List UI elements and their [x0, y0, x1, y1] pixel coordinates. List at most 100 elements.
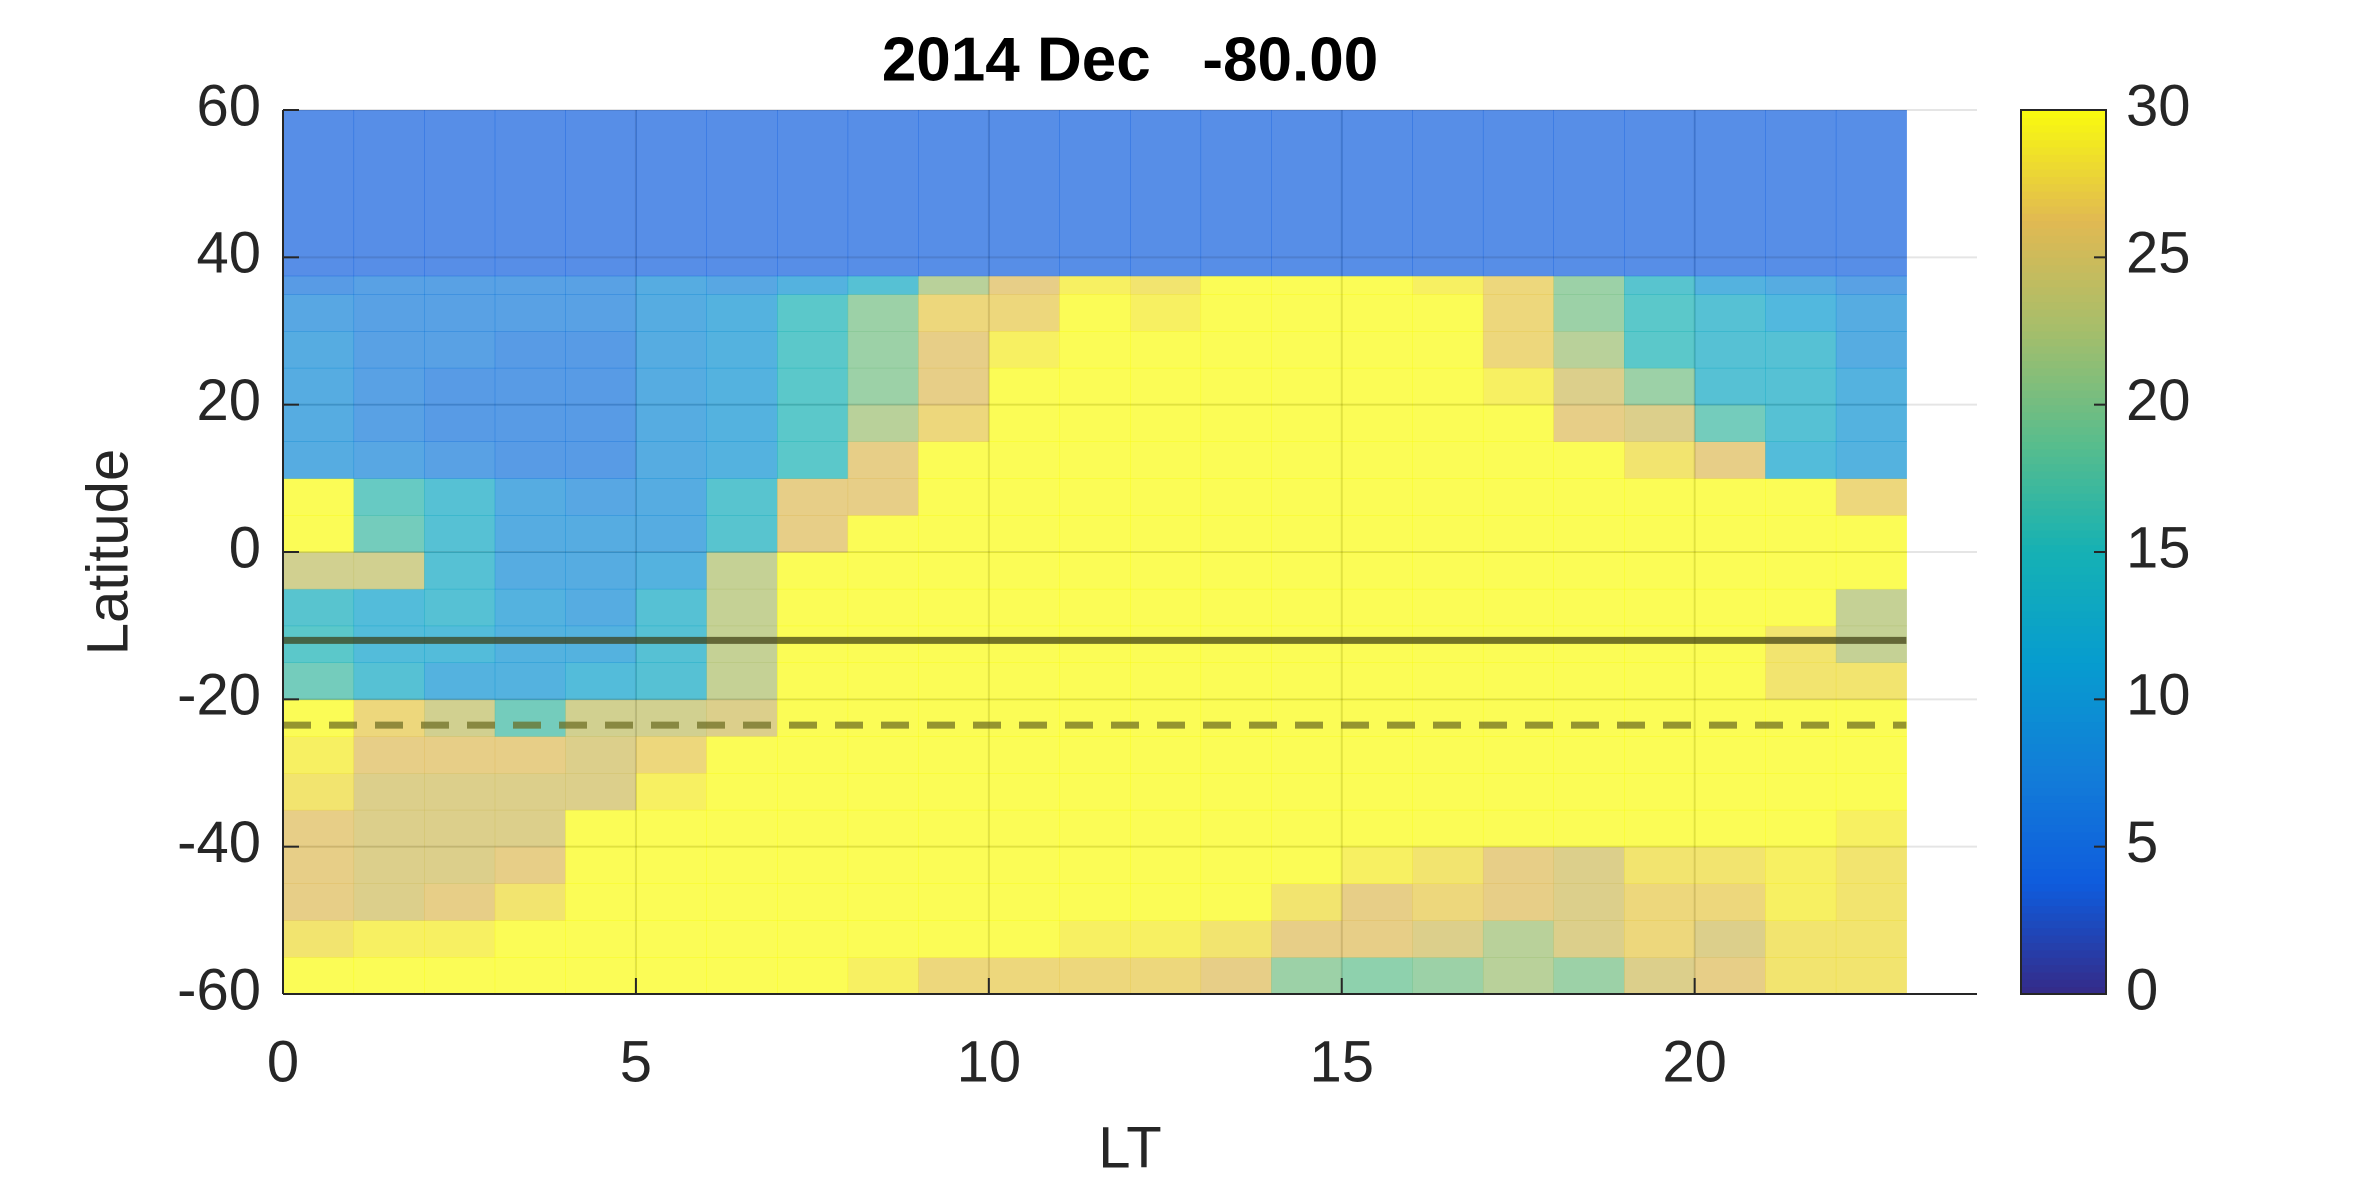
heatmap-cell	[283, 773, 355, 811]
heatmap-cell	[1835, 367, 1907, 406]
heatmap-cell	[1341, 552, 1413, 590]
heatmap-cell	[1835, 662, 1907, 700]
heatmap-cell	[283, 552, 355, 590]
heatmap-cell	[1412, 552, 1484, 590]
colorbar-swatch	[2021, 964, 2106, 973]
heatmap-cell	[706, 736, 778, 774]
colorbar-swatch	[2021, 249, 2106, 258]
y-tick-label: -40	[177, 810, 261, 875]
heatmap-cell	[706, 699, 778, 737]
heatmap-cell	[1130, 883, 1202, 921]
heatmap-cell	[1553, 331, 1625, 369]
heatmap-cell	[1059, 588, 1131, 627]
colorbar-swatch	[2021, 478, 2106, 487]
heatmap-cell	[918, 625, 990, 663]
heatmap-cell	[988, 699, 1060, 737]
colorbar-swatch	[2021, 684, 2106, 693]
heatmap-cell	[1412, 883, 1484, 921]
heatmap-cell	[1271, 441, 1343, 479]
colorbar-swatch	[2021, 345, 2106, 354]
heatmap-cell	[353, 920, 425, 958]
heatmap-cell	[565, 662, 637, 700]
heatmap-cell	[283, 625, 355, 663]
colorbar-swatch	[2021, 802, 2106, 811]
heatmap-cell	[1200, 552, 1272, 590]
heatmap-cell	[1553, 846, 1625, 884]
heatmap-cell	[1835, 625, 1907, 663]
heatmap-cell	[283, 588, 355, 627]
heatmap-cell	[424, 441, 496, 479]
heatmap-cell	[1130, 331, 1202, 369]
heatmap-cell	[1694, 478, 1766, 516]
heatmap-cell	[1130, 809, 1202, 848]
heatmap-cell	[1624, 957, 1696, 995]
heatmap-cell	[777, 404, 849, 442]
heatmap-cell	[565, 883, 637, 921]
heatmap-cell	[565, 920, 637, 958]
heatmap-cell	[1059, 846, 1131, 884]
heatmap-cell	[1341, 809, 1413, 848]
colorbar-swatch	[2021, 890, 2106, 899]
heatmap-cell	[777, 515, 849, 553]
heatmap-cell	[777, 773, 849, 811]
heatmap-cell	[1624, 846, 1696, 884]
heatmap-cell	[706, 588, 778, 627]
heatmap-cell	[1412, 588, 1484, 627]
heatmap-cell	[1130, 294, 1202, 332]
colorbar-swatch	[2021, 633, 2106, 641]
heatmap-cell	[283, 294, 355, 332]
colorbar-swatch	[2021, 625, 2106, 634]
heatmap-cell	[635, 588, 707, 627]
heatmap-cell	[1341, 625, 1413, 663]
heatmap-cell	[1341, 441, 1413, 479]
heatmap-cell	[1059, 515, 1131, 553]
heatmap-cell	[1271, 110, 1343, 277]
heatmap-cell	[424, 883, 496, 921]
heatmap-cell	[706, 920, 778, 958]
heatmap-cell	[918, 883, 990, 921]
heatmap-cell	[1412, 441, 1484, 479]
heatmap-cell	[1341, 883, 1413, 921]
heatmap-cell	[1130, 478, 1202, 516]
heatmap-cell	[1694, 275, 1766, 295]
heatmap-cell	[1200, 294, 1272, 332]
heatmap-cell	[1835, 957, 1907, 995]
heatmap-cell	[777, 846, 849, 884]
heatmap-cell	[1412, 294, 1484, 332]
heatmap-cell	[1200, 809, 1272, 848]
heatmap-cell	[847, 294, 919, 332]
heatmap-cell	[424, 809, 496, 848]
colorbar-swatch	[2021, 876, 2106, 885]
heatmap-cell	[1482, 331, 1554, 369]
colorbar-swatch	[2021, 389, 2106, 398]
heatmap-cell	[283, 275, 355, 295]
heatmap-cell	[1271, 367, 1343, 406]
heatmap-cell	[1271, 883, 1343, 921]
heatmap-cell	[1412, 367, 1484, 406]
heatmap-cell	[1694, 883, 1766, 921]
colorbar-swatch	[2021, 264, 2106, 273]
heatmap-cell	[1835, 736, 1907, 774]
heatmap-cell	[1624, 331, 1696, 369]
heatmap-cell	[1694, 846, 1766, 884]
colorbar-swatch	[2021, 979, 2106, 988]
heatmap-cell	[847, 809, 919, 848]
colorbar-swatch	[2021, 662, 2106, 671]
heatmap-cell	[1059, 331, 1131, 369]
colorbar-swatch	[2021, 272, 2106, 281]
heatmap-cell	[777, 110, 849, 277]
heatmap-cell	[1482, 294, 1554, 332]
colorbar-swatch	[2021, 522, 2106, 531]
heatmap-cell	[1482, 736, 1554, 774]
heatmap-cell	[1271, 920, 1343, 958]
heatmap-cell	[1624, 367, 1696, 406]
colorbar-swatch	[2021, 441, 2106, 450]
heatmap-cell	[353, 441, 425, 479]
heatmap-cell	[1694, 552, 1766, 590]
heatmap-cell	[777, 883, 849, 921]
heatmap-cell	[1482, 367, 1554, 406]
heatmap-cell	[1835, 699, 1907, 737]
colorbar-swatch	[2021, 213, 2106, 222]
heatmap-cell	[777, 662, 849, 700]
heatmap-cell	[1059, 478, 1131, 516]
